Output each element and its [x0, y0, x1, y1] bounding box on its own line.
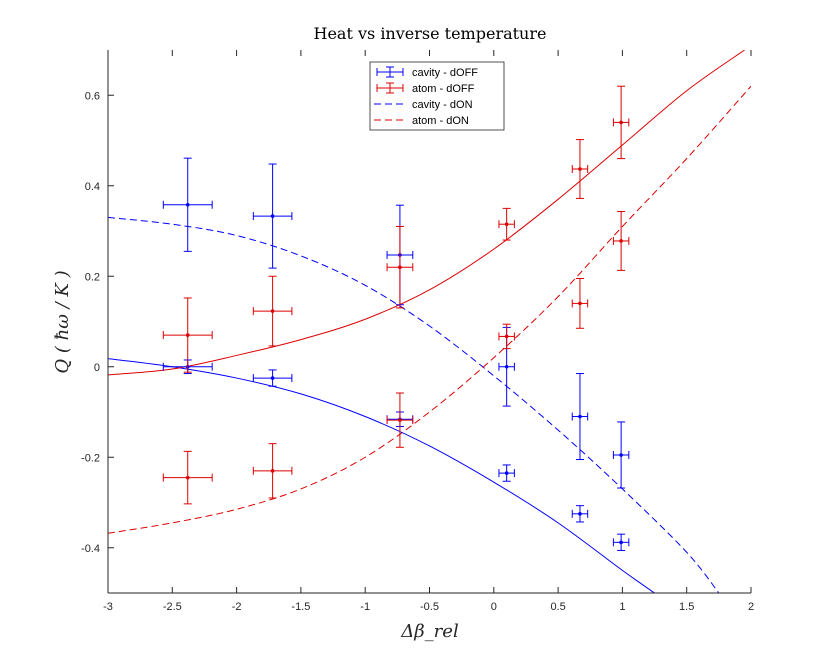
x-tick-label: 0.5: [550, 601, 565, 613]
atom-doff-point: [386, 225, 414, 309]
atom-doff-marker: [270, 469, 275, 473]
legend-box: [369, 61, 505, 131]
y-ticks: -0.4 -0.2 0 0.2 0.4 0.6: [81, 90, 114, 555]
y-tick-label: 0.4: [85, 181, 100, 193]
cavity-doff-point: [252, 163, 293, 269]
x-ticks: -3 -2.5 -2 -1.5 -1 -0.5 0 0.5 1 1.5 2: [103, 50, 754, 613]
legend-item-cavity-don: cavity - dON: [374, 99, 473, 111]
cavity-doff-marker: [619, 540, 623, 545]
x-tick-label: -2: [232, 601, 242, 613]
y-axis-label: Q ( ħω / K ): [52, 270, 73, 373]
atom-doff-marker: [398, 418, 402, 422]
fit-curve: [108, 358, 655, 593]
atom-doff-marker: [270, 309, 275, 313]
cavity-doff-marker: [270, 376, 275, 380]
cavity-doff-point: [612, 421, 630, 489]
atom-doff-marker: [578, 167, 582, 171]
atom-doff-point: [252, 443, 293, 499]
x-tick-label: -0.5: [420, 601, 439, 613]
cavity-doff-marker: [185, 202, 190, 207]
atom-doff-marker: [619, 239, 623, 243]
atom-doff-point: [571, 139, 589, 199]
legend-item-cavity-doff: cavity - dOFF: [376, 66, 478, 79]
cavity-doff-marker: [578, 512, 582, 516]
y-tick-label: -0.4: [81, 543, 100, 555]
x-tick-label: -1.5: [291, 601, 310, 613]
errorbars-layer: [162, 85, 630, 551]
cavity-doff-marker: [578, 414, 582, 419]
x-tick-label: 0: [491, 601, 497, 613]
atom-doff-marker: [504, 222, 509, 227]
cavity-doff-marker: [504, 364, 509, 369]
cavity-doff-point: [571, 505, 589, 523]
cavity-doff-marker: [270, 214, 275, 218]
cavity-doff-point: [162, 157, 213, 252]
atom-don-curve: [108, 85, 751, 534]
atom-doff-marker: [578, 301, 582, 306]
cavity-doff-point: [252, 369, 293, 387]
atom-doff-point: [162, 297, 213, 373]
atom-doff-marker: [185, 333, 190, 337]
atom-doff-point: [498, 323, 515, 350]
x-tick-label: 1: [619, 601, 625, 613]
cavity-doff-point: [612, 533, 630, 551]
y-tick-label: 0.6: [85, 90, 100, 102]
atom-doff-marker: [185, 475, 190, 480]
legend-label: atom - dON: [412, 115, 469, 127]
cavity-doff-point: [498, 464, 515, 482]
y-tick-label: -0.2: [81, 452, 100, 464]
atom-doff-point: [252, 275, 293, 347]
atom-doff-point: [612, 211, 630, 271]
legend-label: cavity - dOFF: [412, 67, 478, 79]
cavity-don-curve: [108, 216, 720, 593]
legend-item-atom-don: atom - dON: [374, 115, 469, 127]
y-tick-label: 0: [94, 362, 100, 374]
legend-item-atom-doff: atom - dOFF: [376, 82, 475, 95]
atom-doff-marker: [398, 265, 402, 270]
atom-doff-marker: [504, 334, 509, 339]
cavity-doff-marker: [619, 453, 623, 457]
plot-area: [108, 50, 751, 593]
atom-doff-marker: [619, 120, 623, 125]
x-axis-label: Δβ_rel: [400, 621, 459, 642]
x-tick-label: 1.5: [679, 601, 694, 613]
chart-title: Heat vs inverse temperature: [314, 24, 547, 43]
atom-doff-point: [498, 207, 515, 241]
atom-doff-point: [571, 278, 589, 329]
x-tick-label: -2.5: [163, 601, 182, 613]
atom-doff-point: [612, 85, 630, 160]
legend-label: cavity - dON: [412, 99, 473, 111]
cavity-doff-marker: [504, 471, 509, 475]
cavity-doff-point: [571, 373, 589, 461]
x-tick-label: 2: [748, 601, 754, 613]
legend-label: atom - dOFF: [412, 83, 475, 95]
x-tick-label: -1: [360, 601, 370, 613]
legend: cavity - dOFF atom - dOFF cavity - dON atom…: [369, 61, 505, 131]
atom-doff-point: [386, 392, 414, 448]
x-tick-label: -3: [103, 601, 113, 613]
atom-doff-point: [162, 450, 213, 505]
y-tick-label: 0.2: [85, 271, 100, 283]
curves-layer: [108, 50, 751, 593]
fit-curve: [108, 50, 745, 376]
